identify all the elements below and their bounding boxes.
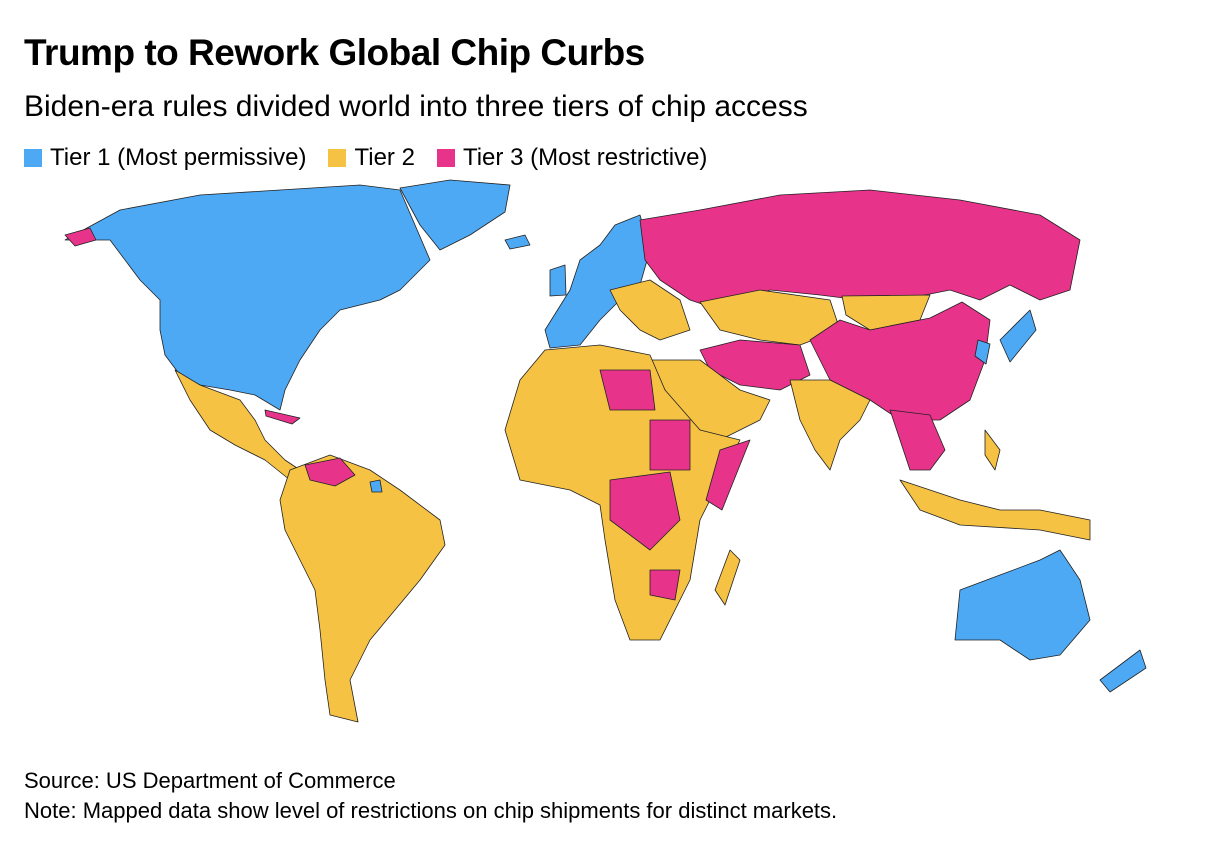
legend-item: Tier 3 (Most restrictive) [436,144,708,172]
region [649,419,691,471]
region [64,184,431,411]
region [504,234,531,250]
legend-label: Tier 2 [354,144,415,171]
legend-item: Tier 1 (Most permissive) [24,144,306,172]
legend-swatch [436,149,455,167]
region [889,409,946,471]
region [609,279,691,341]
legend-label: Tier 3 (Most restrictive) [462,144,708,171]
source: Source: US Department of Commerce [24,768,396,793]
legend-swatch [24,149,42,167]
region [899,479,1091,541]
region [789,379,871,471]
region [609,471,681,551]
region [399,179,511,251]
legend: Tier 1 (Most permissive) Tier 2 Tier 3 (Mo… [24,144,707,172]
region [705,439,751,511]
legend-item: Tier 2 [328,144,415,172]
region [1099,649,1147,693]
subtitle: Biden-era rules divided world into three… [24,90,808,123]
region [974,339,991,365]
legend-swatch [328,149,347,167]
note: Note: Mapped data show level of restrict… [24,798,838,823]
region [714,549,741,606]
region [64,227,97,247]
region [279,454,446,723]
region [984,429,1001,471]
region [639,189,1081,311]
title: Trump to Rework Global Chip Curbs [24,32,645,73]
region [264,409,301,425]
region [954,549,1091,661]
legend-label: Tier 1 (Most permissive) [50,144,307,171]
region [599,369,656,411]
region [369,479,383,493]
region [549,264,567,297]
region [999,309,1037,363]
region [649,569,681,601]
region [304,457,356,487]
